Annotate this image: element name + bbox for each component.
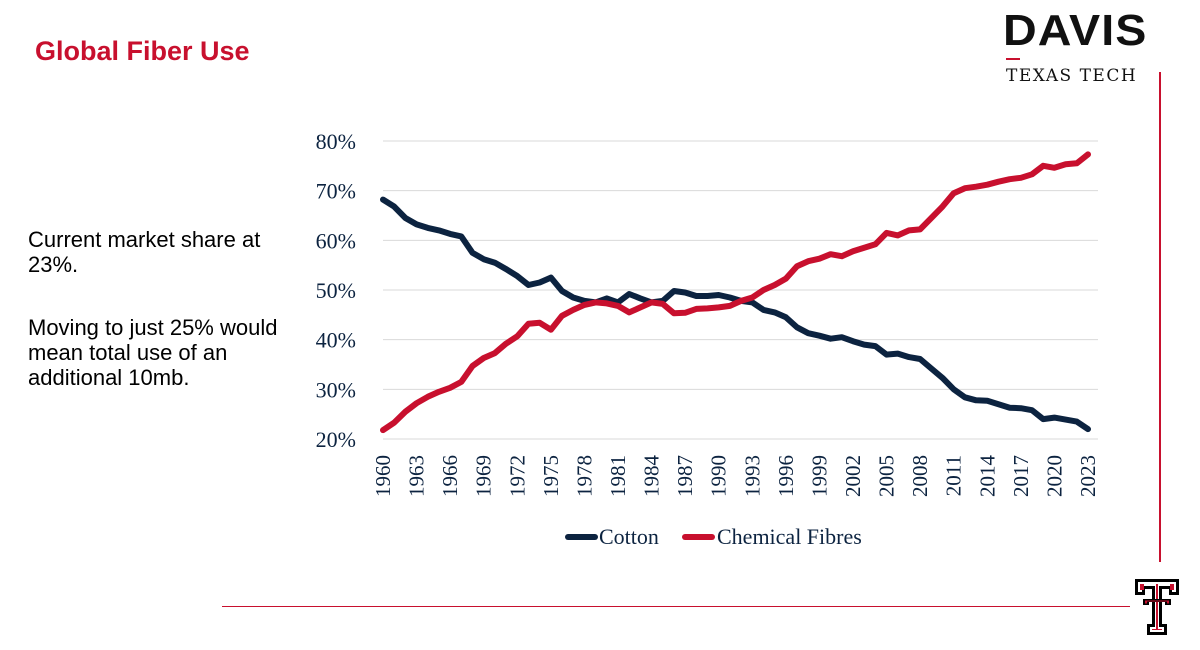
davis-logo: DAVIS — [1003, 6, 1148, 55]
x-tick-label: 1987 — [673, 455, 697, 497]
y-tick-label: 70% — [316, 179, 356, 204]
legend-label: Cotton — [599, 524, 659, 549]
slide-title: Global Fiber Use — [35, 36, 250, 66]
x-tick-label: 2011 — [942, 455, 966, 496]
y-tick-label: 40% — [316, 328, 356, 353]
x-tick-label: 1960 — [371, 455, 395, 497]
x-tick-label: 2002 — [841, 455, 865, 497]
cotton-series-line — [380, 196, 1091, 433]
x-tick-label: 1966 — [438, 455, 462, 497]
x-tick-label: 1990 — [707, 455, 731, 497]
x-tick-label: 1981 — [606, 455, 630, 497]
double-t-logo-icon — [1135, 579, 1179, 635]
chemical-fibres-series-line — [380, 151, 1091, 434]
x-tick-label: 1999 — [807, 455, 831, 497]
logo-accent — [1006, 58, 1020, 60]
texas-tech-wordmark: TEXAS TECH — [1006, 66, 1138, 86]
x-tick-label: 2017 — [1009, 455, 1033, 497]
x-tick-label: 1978 — [572, 455, 596, 497]
market-share-text: Current market share at 23%. — [28, 227, 261, 277]
x-tick-label: 2023 — [1076, 455, 1100, 497]
x-tick-label: 2014 — [975, 455, 999, 498]
right-divider — [1159, 72, 1161, 562]
bottom-divider — [222, 606, 1130, 607]
x-tick-label: 1963 — [405, 455, 429, 497]
y-tick-label: 20% — [316, 427, 356, 452]
y-tick-label: 30% — [316, 377, 356, 402]
x-tick-label: 1969 — [472, 455, 496, 497]
x-tick-label: 1975 — [539, 455, 563, 497]
y-tick-label: 80% — [316, 129, 356, 154]
legend-label: Chemical Fibres — [717, 524, 862, 549]
x-tick-label: 1972 — [505, 455, 529, 497]
y-tick-label: 50% — [316, 278, 356, 303]
x-tick-label: 1993 — [740, 455, 764, 497]
x-tick-label: 1996 — [774, 455, 798, 497]
x-tick-label: 2005 — [875, 455, 899, 497]
x-tick-label: 1984 — [640, 455, 664, 498]
y-tick-label: 60% — [316, 228, 356, 253]
x-tick-label: 2020 — [1042, 455, 1066, 497]
projection-text: Moving to just 25% would mean total use … — [28, 315, 278, 390]
x-tick-label: 2008 — [908, 455, 932, 497]
